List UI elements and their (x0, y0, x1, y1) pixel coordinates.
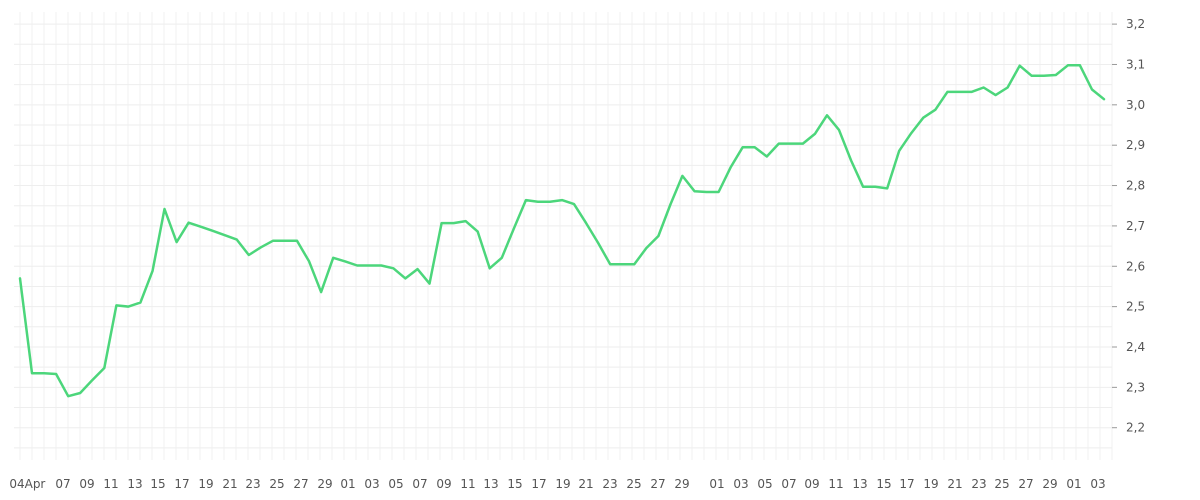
x-tick-label: 13 (483, 477, 498, 491)
x-tick-label: 27 (293, 477, 308, 491)
x-tick-label: 17 (899, 477, 914, 491)
x-tick-label: 11 (460, 477, 475, 491)
y-axis-ticks: 2,2 2,3 2,4 2,5 2,6 2,7 2,8 2,9 3,0 3,1 3,2 (1112, 17, 1145, 435)
x-tick-label: 17 (174, 477, 189, 491)
x-tick-label: 07 (55, 477, 70, 491)
y-tick-label: 3,1 (1126, 57, 1145, 71)
x-tick-label: 01 (1066, 477, 1081, 491)
y-tick-label: 3,0 (1126, 98, 1145, 112)
x-tick-label: 19 (923, 477, 938, 491)
y-tick-label: 2,8 (1126, 179, 1145, 193)
x-tick-label: 03 (364, 477, 379, 491)
y-tick-label: 2,3 (1126, 380, 1145, 394)
x-tick-label: 05 (388, 477, 403, 491)
x-tick-label: 09 (79, 477, 94, 491)
x-tick-label: 19 (198, 477, 213, 491)
x-tick-label: 09 (804, 477, 819, 491)
x-tick-label: 03 (733, 477, 748, 491)
x-tick-label: 23 (602, 477, 617, 491)
x-tick-label: 21 (947, 477, 962, 491)
x-tick-label: 09 (436, 477, 451, 491)
y-tick-label: 2,7 (1126, 219, 1145, 233)
x-tick-label: 25 (626, 477, 641, 491)
x-tick-label: 05 (757, 477, 772, 491)
series-line (18, 64, 1106, 398)
x-tick-label: 15 (876, 477, 891, 491)
x-tick-label: 17 (531, 477, 546, 491)
x-tick-label: 07 (412, 477, 427, 491)
x-tick-label: 25 (994, 477, 1009, 491)
grid-lines (14, 12, 1113, 460)
x-tick-label: 13 (127, 477, 142, 491)
x-tick-label: 13 (852, 477, 867, 491)
x-tick-label: 21 (222, 477, 237, 491)
y-tick-label: 2,4 (1126, 340, 1145, 354)
x-axis-ticks: 04 Apr 07 09 11 13 15 17 19 21 23 25 27 29 01 03 05 07 09 1… (9, 477, 1105, 491)
x-tick-label: 04 (9, 477, 24, 491)
x-tick-label: 07 (781, 477, 796, 491)
x-tick-label: 29 (674, 477, 689, 491)
y-tick-label: 2,9 (1126, 138, 1145, 152)
x-tick-label: 27 (650, 477, 665, 491)
x-tick-label: Apr (25, 477, 46, 491)
x-tick-label: 23 (971, 477, 986, 491)
x-tick-label: 03 (1090, 477, 1105, 491)
x-tick-label: 11 (828, 477, 843, 491)
y-tick-label: 3,2 (1126, 17, 1145, 31)
x-tick-label: 15 (507, 477, 522, 491)
x-tick-label: 27 (1018, 477, 1033, 491)
y-tick-label: 2,6 (1126, 259, 1145, 273)
x-tick-label: 29 (317, 477, 332, 491)
y-tick-label: 2,2 (1126, 421, 1145, 435)
series-layer (18, 64, 1106, 398)
x-tick-label: 29 (1042, 477, 1057, 491)
x-tick-label: 01 (340, 477, 355, 491)
x-tick-label: 21 (578, 477, 593, 491)
y-tick-label: 2,5 (1126, 300, 1145, 314)
x-tick-label: 15 (150, 477, 165, 491)
x-tick-label: 01 (709, 477, 724, 491)
x-tick-label: 19 (555, 477, 570, 491)
x-tick-label: 23 (245, 477, 260, 491)
x-tick-label: 11 (103, 477, 118, 491)
x-tick-label: 25 (269, 477, 284, 491)
